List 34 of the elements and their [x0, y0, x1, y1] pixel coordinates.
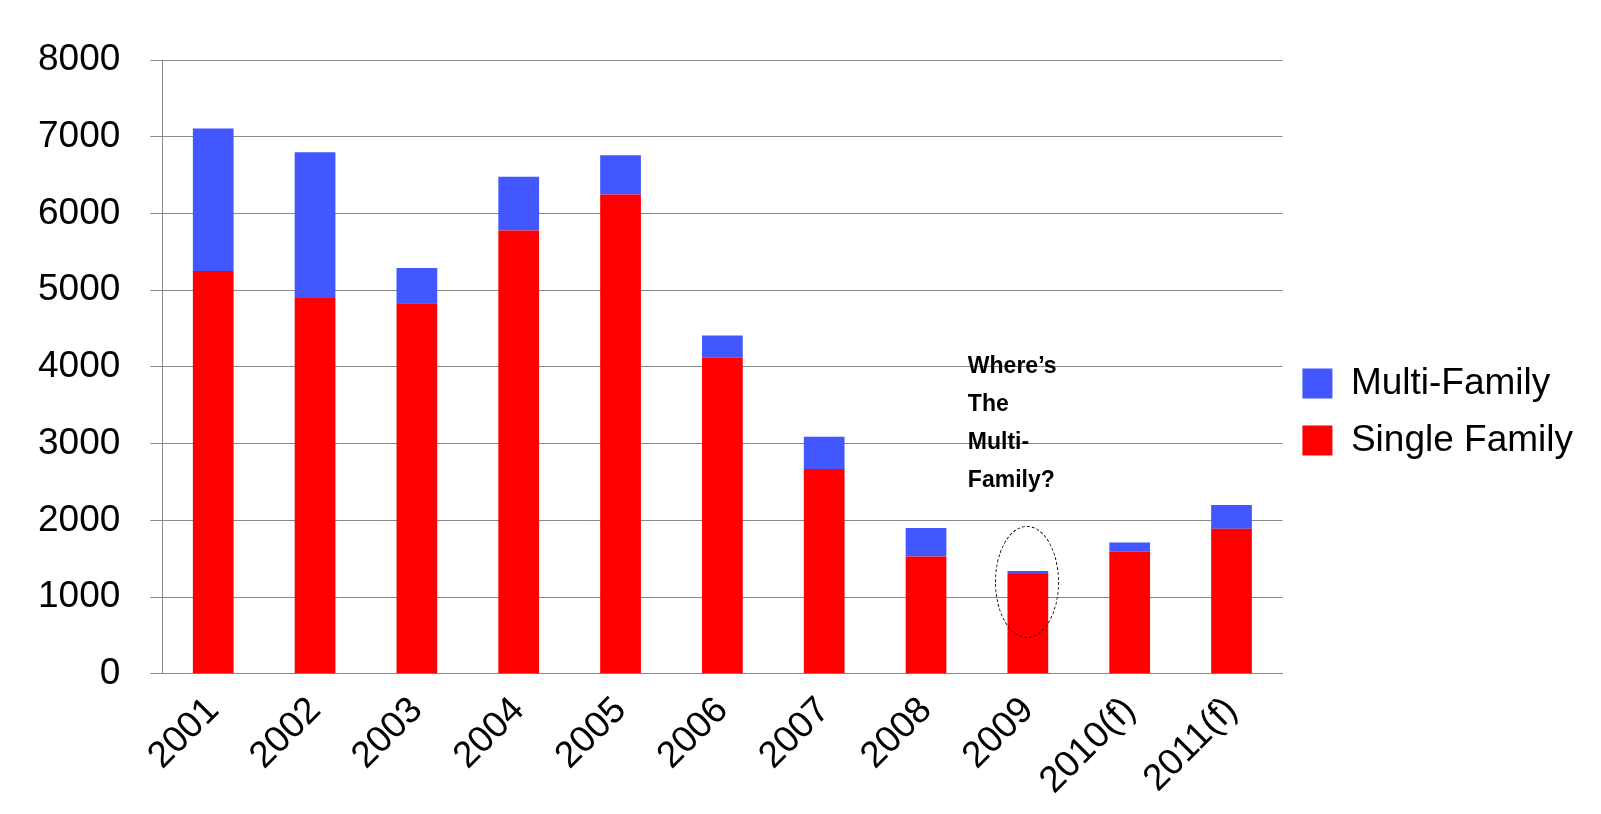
bar [702, 357, 743, 674]
legend-label: Single Family [1350, 417, 1574, 459]
y-tick-label: 7000 [38, 114, 121, 156]
bar [702, 335, 743, 358]
bar [192, 128, 234, 272]
bar [498, 230, 540, 674]
bar [1211, 528, 1252, 674]
bar [905, 528, 947, 557]
bar [905, 556, 947, 674]
legend-label: Multi-Family [1350, 360, 1551, 402]
bar [1109, 542, 1151, 552]
bar [294, 152, 336, 298]
bar [192, 271, 234, 674]
bar [1007, 570, 1049, 575]
annotation: Where’s The Multi-Family? [967, 350, 1058, 494]
y-tick-label: 1000 [38, 574, 121, 616]
bar [600, 194, 641, 674]
y-tick-label: 5000 [38, 267, 121, 309]
bar [1109, 551, 1151, 674]
bar [1007, 574, 1049, 674]
bar [803, 468, 845, 674]
bar [600, 155, 641, 195]
bar [1211, 504, 1252, 529]
y-tick-label: 8000 [38, 37, 121, 79]
y-tick-label: 3000 [38, 420, 121, 462]
y-tick-label: 4000 [38, 344, 121, 386]
y-tick-label: 0 [99, 650, 121, 692]
bar [396, 303, 438, 674]
y-tick-label: 6000 [38, 190, 121, 232]
bar [294, 297, 336, 674]
bar [803, 436, 845, 469]
y-tick-label: 2000 [38, 497, 121, 539]
bar [396, 268, 438, 304]
bar [498, 176, 540, 231]
